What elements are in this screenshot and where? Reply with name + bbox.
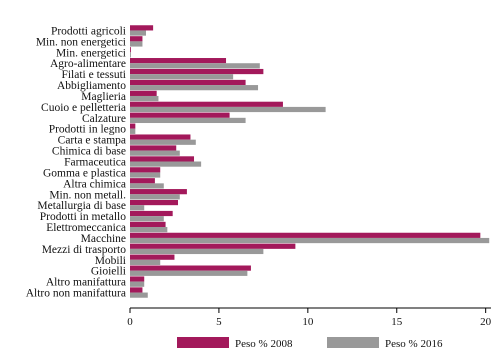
bar-2016 [130,172,161,178]
bar-2016 [130,205,145,211]
bar-2008 [130,210,173,217]
bar-2016 [130,95,159,102]
bar-2008 [130,189,187,195]
category-label: Prodotti agricoli [51,25,126,37]
bar-2008 [130,101,283,107]
bar-2008 [130,25,154,31]
bar-2008 [130,123,136,129]
category-label: Min. non metall. [49,189,126,201]
bar-2008 [130,58,227,64]
bar-2016 [130,281,145,287]
legend-label-2016: Peso % 2016 [385,338,443,350]
bar-2016 [130,270,248,276]
bar-2008 [130,145,177,151]
bar-2016 [130,161,202,167]
category-label: Metallurgia di base [37,200,126,212]
category-label: Min. non energetici [36,36,126,48]
category-label: Calzature [82,113,126,125]
category-label: Maglieria [81,91,126,103]
category-label: Min. energetici [56,47,126,59]
bar-2008 [130,36,143,42]
bar-2008 [130,112,230,118]
x-tick-label: 5 [216,316,222,328]
x-tick-label: 10 [302,316,314,328]
category-label: Mezzi di trasporto [42,244,127,256]
category-label: Prodotti in metallo [40,211,126,223]
legend-swatch-2008 [177,337,229,348]
bar-2008 [130,265,251,271]
bar-2016 [130,237,490,244]
bar-2016 [130,259,161,265]
bar-2016 [130,117,246,124]
x-tick-label: 20 [480,316,492,328]
bars-group [130,25,490,298]
bar-2008 [130,254,175,260]
bar-2016 [130,74,234,80]
bar-2008 [130,68,264,75]
bar-2016 [130,52,131,58]
x-tick-label: 0 [127,316,133,328]
bar-2008 [130,134,191,140]
category-label: Altra chimica [63,178,126,190]
category-label: Altro non manifattura [26,288,126,300]
category-label: Chimica di base [52,146,126,158]
bar-2016 [130,85,259,91]
bar-2008 [130,90,157,96]
x-tick-label: 15 [391,316,403,328]
category-label: Cuoio e pelletteria [41,102,126,114]
category-label: Gioielli [91,266,126,278]
category-label: Carta e stampa [58,135,126,147]
bar-2008 [130,232,481,238]
bar-2016 [130,227,168,233]
legend-swatch-2016 [327,337,379,348]
bar-2008 [130,276,145,282]
category-label: Gomma e plastica [43,167,126,179]
bar-2016 [130,106,326,113]
bar-2008 [130,243,296,249]
bar-2016 [130,216,164,222]
category-label: Mobili [95,255,126,267]
category-label: Farmaceutica [64,157,126,169]
bar-2008 [130,47,131,53]
bar-2016 [130,150,180,156]
bar-2008 [130,221,166,228]
category-label: Agro-alimentare [50,58,126,70]
category-label: Altro manifattura [46,277,126,289]
category-label: Prodotti in legno [49,124,127,136]
x-axis-ticks: 0 5 10 15 20 [127,308,492,328]
bar-2008 [130,178,155,184]
category-label: Filati e tessuti [61,69,126,81]
bar-2016 [130,183,164,189]
bar-2008 [130,199,179,206]
bar-2016 [130,194,180,200]
bar-2008 [130,79,246,86]
bar-2008 [130,167,161,173]
bar-2016 [130,292,148,298]
bar-2016 [130,128,136,134]
bar-2016 [130,248,264,255]
category-label: Abbigliamento [57,80,126,92]
bar-2008 [130,156,195,162]
bar-2008 [130,287,143,293]
bar-2016 [130,139,196,145]
bar-2016 [130,30,146,36]
bar-2016 [130,41,143,47]
legend: Peso % 2008 Peso % 2016 [177,337,443,350]
legend-label-2008: Peso % 2008 [235,338,293,350]
category-label: Macchine [81,233,126,245]
category-label: Elettromeccanica [46,222,126,234]
bar-2016 [130,63,260,69]
